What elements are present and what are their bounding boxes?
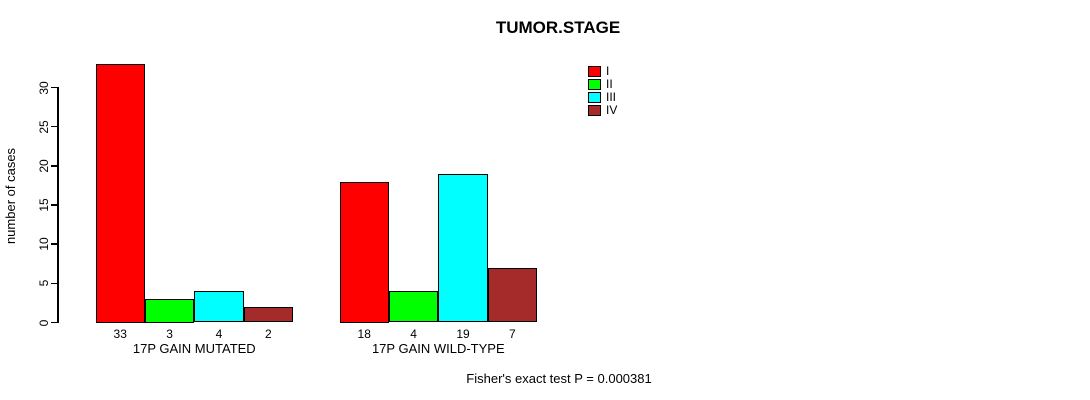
bar-value-label: 7 bbox=[509, 327, 516, 341]
y-tick-mark bbox=[51, 86, 58, 89]
legend: I II III IV bbox=[588, 65, 617, 117]
bar-value-label: 18 bbox=[357, 327, 371, 341]
legend-label: II bbox=[606, 77, 613, 91]
bar-stage-III-group-2 bbox=[438, 173, 488, 323]
bar-value-label: 33 bbox=[113, 327, 127, 341]
chart-title: TUMOR.STAGE bbox=[495, 18, 621, 37]
group-label-2: 17P GAIN WILD-TYPE bbox=[371, 341, 505, 356]
y-tick-label: 0 bbox=[37, 319, 51, 326]
bar-value-label: 2 bbox=[265, 327, 272, 341]
y-tick-mark bbox=[51, 204, 58, 206]
bar-stage-III-group-1 bbox=[194, 291, 244, 323]
legend-swatch-IV bbox=[588, 105, 601, 116]
y-tick-label: 10 bbox=[37, 237, 51, 251]
y-tick-mark bbox=[51, 282, 58, 285]
y-tick-label: 25 bbox=[37, 119, 51, 134]
bar-value-label: 19 bbox=[456, 327, 470, 341]
bar-value-label: 4 bbox=[215, 327, 223, 341]
y-tick-label: 20 bbox=[37, 159, 51, 173]
y-axis-label: number of cases bbox=[3, 147, 18, 245]
y-tick-label: 5 bbox=[37, 279, 51, 287]
legend-label: I bbox=[606, 64, 610, 78]
bar-value-label: 3 bbox=[166, 327, 173, 341]
bar-stage-II-group-1 bbox=[144, 299, 195, 323]
bar-value-label: 4 bbox=[410, 327, 417, 341]
y-tick-mark bbox=[51, 243, 58, 245]
bar-stage-I-group-1 bbox=[95, 64, 145, 323]
fisher-test-annotation: Fisher's exact test P = 0.000381 bbox=[466, 371, 652, 386]
legend-item-I: I bbox=[588, 65, 617, 78]
y-tick-label: 30 bbox=[37, 80, 51, 95]
bar-stage-IV-group-2 bbox=[487, 267, 538, 323]
legend-label: IV bbox=[606, 103, 618, 117]
y-tick-label: 15 bbox=[37, 198, 51, 212]
legend-item-II: II bbox=[588, 78, 617, 91]
bar-stage-IV-group-1 bbox=[243, 306, 294, 323]
y-tick-mark bbox=[51, 165, 58, 167]
group-label-1: 17P GAIN MUTATED bbox=[132, 341, 256, 356]
y-tick-mark bbox=[51, 125, 58, 128]
legend-item-IV: IV bbox=[588, 104, 617, 117]
legend-swatch-I bbox=[588, 66, 601, 77]
bar-stage-II-group-2 bbox=[388, 291, 439, 323]
legend-label: III bbox=[606, 90, 617, 104]
legend-item-III: III bbox=[588, 91, 617, 104]
legend-swatch-II bbox=[588, 79, 601, 90]
bar-stage-I-group-2 bbox=[339, 181, 389, 323]
y-tick-mark bbox=[51, 321, 58, 324]
legend-swatch-III bbox=[588, 92, 601, 103]
